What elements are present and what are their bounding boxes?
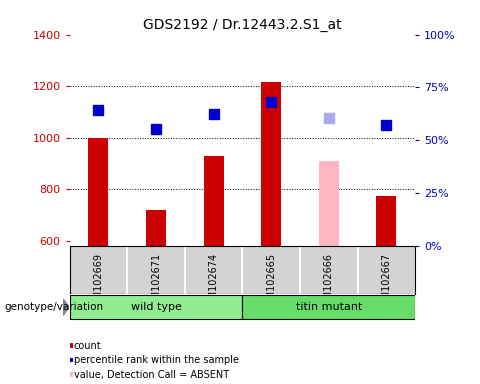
Bar	[261, 82, 281, 246]
Text: titin mutant: titin mutant	[296, 302, 362, 312]
Bar	[204, 156, 224, 246]
Bar	[376, 195, 396, 246]
Bar	[70, 295, 242, 319]
Text: wild type: wild type	[131, 302, 181, 312]
Text: GSM102665: GSM102665	[266, 253, 276, 312]
Text: value, Detection Call = ABSENT: value, Detection Call = ABSENT	[73, 370, 229, 380]
Text: genotype/variation: genotype/variation	[5, 302, 104, 312]
Title: GDS2192 / Dr.12443.2.S1_at: GDS2192 / Dr.12443.2.S1_at	[143, 18, 342, 32]
Text: count: count	[73, 341, 101, 351]
Polygon shape	[63, 299, 69, 315]
Text: percentile rank within the sample: percentile rank within the sample	[73, 355, 239, 365]
Text: GSM102667: GSM102667	[382, 253, 391, 312]
Bar	[242, 295, 415, 319]
Text: GSM102671: GSM102671	[151, 253, 161, 312]
Bar	[88, 137, 108, 246]
Text: GSM102669: GSM102669	[94, 253, 103, 312]
Bar	[146, 210, 166, 246]
Text: GSM102674: GSM102674	[209, 253, 218, 312]
Text: GSM102666: GSM102666	[324, 253, 334, 312]
Bar	[319, 161, 339, 246]
